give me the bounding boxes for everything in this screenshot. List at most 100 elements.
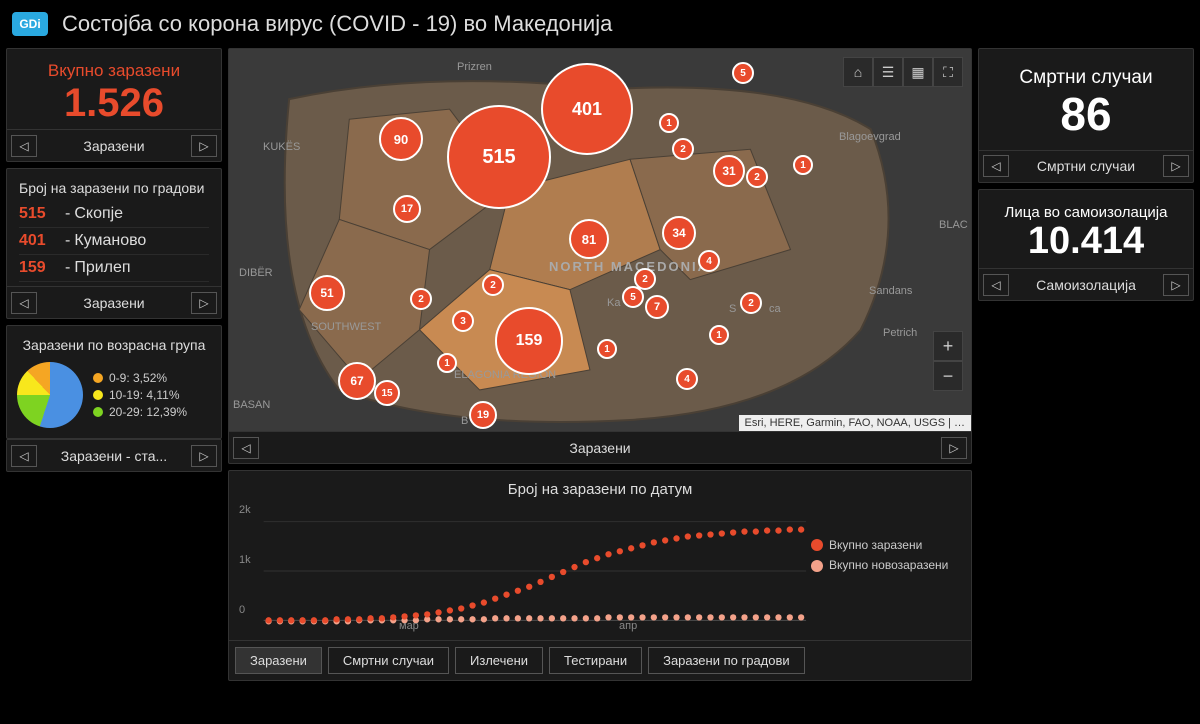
chart-tab[interactable]: Заразени [235,647,322,674]
map-bubble[interactable]: 1 [659,113,679,133]
deaths-label: Смртни случаи [979,67,1193,89]
map-bubble[interactable]: 51 [309,275,345,311]
age-legend-item: 10-19: 4,11% [93,388,187,402]
chart-title: Број на заразени по датум [229,471,971,502]
map-label: BASAN [233,399,270,411]
timeseries-chart [239,502,811,640]
map-bubble[interactable]: 3 [452,310,474,332]
next-arrow[interactable]: ▷ [191,445,217,467]
nav-label: Заразени [83,138,144,154]
map-label: B [461,415,468,427]
city-name: Скопје [74,205,123,223]
map-bubble[interactable]: 1 [793,155,813,175]
map-bubble[interactable]: 2 [634,268,656,290]
map-bubble[interactable]: 2 [746,166,768,188]
chart-tab[interactable]: Смртни случаи [328,647,449,674]
map-bubble[interactable]: 2 [482,274,504,296]
map-bubble[interactable]: 31 [713,155,745,187]
map-bubble[interactable]: 67 [338,362,376,400]
logo: GDi [12,12,48,36]
map-bubble[interactable]: 1 [709,325,729,345]
chart-tab[interactable]: Тестирани [549,647,642,674]
prev-arrow[interactable]: ◁ [11,445,37,467]
map-bubble[interactable]: 15 [374,380,400,406]
y-tick: 0 [239,604,245,616]
map-bubble[interactable]: 17 [393,195,421,223]
chart-tab[interactable]: Заразени по градови [648,647,805,674]
city-name: Куманово [74,232,146,250]
next-arrow[interactable]: ▷ [941,437,967,459]
city-count: 159 [19,259,61,277]
city-row[interactable]: 159-Прилеп [19,255,209,282]
map-bubble[interactable]: 5 [732,62,754,84]
chart-legend-item: Вкупно заразени [811,538,961,552]
map-bubble[interactable]: 4 [676,368,698,390]
y-tick: 2k [239,504,251,516]
map-bubble[interactable]: 34 [662,216,696,250]
next-arrow[interactable]: ▷ [1163,274,1189,296]
zoom-in-button[interactable]: + [933,331,963,361]
map-label: DIBËR [239,267,273,279]
prev-arrow[interactable]: ◁ [11,292,37,314]
map-bubble[interactable]: 7 [645,295,669,319]
deaths-value: 86 [979,89,1193,140]
prev-arrow[interactable]: ◁ [983,274,1009,296]
prev-arrow[interactable]: ◁ [233,437,259,459]
page-title: Состојба со корона вирус (COVID - 19) во… [62,11,612,37]
map-label: S [729,303,736,315]
age-title: Заразени по возрасна група [17,336,211,354]
age-pie-chart [17,362,83,428]
isolation-value: 10.414 [979,221,1193,263]
total-infected-value: 1.526 [7,81,221,125]
layers-icon[interactable]: ☰ [873,57,903,87]
nav-label: Заразени [569,440,630,456]
city-count: 515 [19,205,61,223]
x-tick: апр [619,620,637,632]
map-bubble[interactable]: 81 [569,219,609,259]
home-icon[interactable]: ⌂ [843,57,873,87]
map-toolbar: ⌂ ☰ ▦ ⛶ [843,57,963,87]
basemap-icon[interactable]: ▦ [903,57,933,87]
map-label: Blagoevgrad [839,131,901,143]
nav-label: Заразени - ста... [61,448,167,464]
fullscreen-icon[interactable]: ⛶ [933,57,963,87]
nav-label: Заразени [83,295,144,311]
map-label: Petrich [883,327,917,339]
prev-arrow[interactable]: ◁ [983,155,1009,177]
map[interactable]: NORTH MACEDONIA KUKËSPrizrenDIBËRSOUTHWE… [229,49,971,431]
zoom-out-button[interactable]: − [933,361,963,391]
map-bubble[interactable]: 159 [495,307,563,375]
map-label: ca [769,303,781,315]
nav-label: Самоизолација [1036,277,1136,293]
chart-legend-item: Вкупно новозаразени [811,558,961,572]
map-bubble[interactable]: 515 [447,105,551,209]
city-count: 401 [19,232,61,250]
map-bubble[interactable]: 19 [469,401,497,429]
map-bubble[interactable]: 4 [698,250,720,272]
map-bubble[interactable]: 2 [672,138,694,160]
map-bubble[interactable]: 1 [597,339,617,359]
map-label: KUKËS [263,141,300,153]
cities-title: Број на заразени по градови [7,169,221,201]
map-label: SOUTHWEST [311,321,381,333]
map-label: Ka [607,297,620,309]
nav-label: Смртни случаи [1037,158,1135,174]
x-tick: мар [399,620,419,632]
map-bubble[interactable]: 1 [437,353,457,373]
map-label: Sandans [869,285,912,297]
city-row[interactable]: 515-Скопје [19,201,209,228]
country-label: NORTH MACEDONIA [549,259,709,274]
chart-tab[interactable]: Излечени [455,647,543,674]
map-bubble[interactable]: 2 [410,288,432,310]
next-arrow[interactable]: ▷ [191,135,217,157]
map-bubble[interactable]: 2 [740,292,762,314]
next-arrow[interactable]: ▷ [1163,155,1189,177]
map-bubble[interactable]: 90 [379,117,423,161]
map-label: BLAC [939,219,968,231]
isolation-label: Лица во самоизолација [979,204,1193,221]
prev-arrow[interactable]: ◁ [11,135,37,157]
city-row[interactable]: 401-Куманово [19,228,209,255]
next-arrow[interactable]: ▷ [191,292,217,314]
map-attribution: Esri, HERE, Garmin, FAO, NOAA, USGS | … [739,415,971,431]
map-bubble[interactable]: 401 [541,63,633,155]
